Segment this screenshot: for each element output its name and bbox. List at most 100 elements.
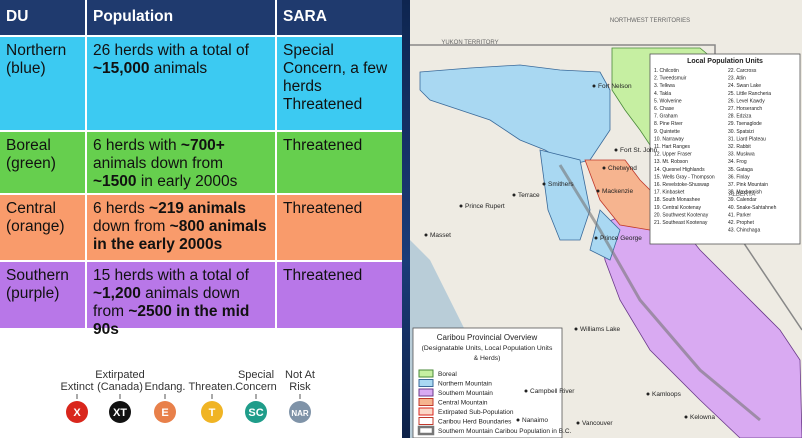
- lpu-item: 9. Quintette: [654, 129, 680, 135]
- lpu-item: 43. Chinchaga: [728, 228, 760, 234]
- legend-swatch: [418, 407, 434, 416]
- du-cell: Southern (purple): [0, 262, 85, 328]
- lpu-item: 7. Graham: [654, 114, 678, 120]
- lpu-item: 30. Spatsizi: [728, 129, 754, 135]
- lpu-item: 3. Telkwa: [654, 83, 675, 89]
- place-dot: [516, 418, 520, 422]
- lpu-item: 39. Calendar: [728, 197, 757, 203]
- lpu-item: 16. Revelstoke-Shuswap: [654, 182, 710, 188]
- population-outline: [558, 164, 761, 422]
- place-dot: [596, 189, 600, 193]
- place-label: Fort Nelson: [598, 83, 632, 90]
- lpu-item: 11. Hart Ranges: [654, 144, 691, 150]
- legend-label: Southern Mountain Caribou Population in …: [438, 428, 572, 435]
- place-dot: [684, 415, 688, 419]
- lpu-box: [649, 53, 801, 245]
- legend-swatch: [418, 369, 434, 378]
- place-label: Prince George: [600, 235, 642, 242]
- lpu-item: 5. Wolverine: [654, 98, 682, 104]
- status-label: Special: [238, 369, 274, 381]
- lpu-item: 40. Snake-Sahtahneh: [728, 205, 777, 211]
- place-label: Prince Rupert: [465, 203, 505, 210]
- status-label: Concern: [235, 381, 277, 393]
- lpu-item: 42. Prophet: [728, 220, 754, 226]
- legend-label: Extirpated Sub-Population: [438, 409, 514, 416]
- place-label: Chetwynd: [608, 165, 637, 172]
- population-text: 6 herds: [93, 200, 150, 217]
- lpu-item: 23. Atlin: [728, 76, 746, 82]
- sara-cell: Threatened: [277, 132, 402, 193]
- population-text: ~219 animals: [149, 200, 246, 217]
- population-cell: 15 herds with a total of ~1,200 animals …: [87, 262, 275, 338]
- status-icon: [66, 401, 88, 423]
- place-label: Smithers: [548, 181, 574, 188]
- status-icon: [201, 401, 223, 423]
- legend-label: Caribou Herd Boundaries: [438, 419, 512, 426]
- place-label: Williams Lake: [580, 326, 620, 333]
- sara-cell: Threatened: [277, 195, 402, 260]
- legend-swatch: [418, 417, 434, 425]
- status-code: SC: [248, 407, 263, 419]
- region-label: YUKON TERRITORY: [441, 40, 498, 46]
- lpu-item: 27. Horseranch: [728, 106, 762, 112]
- legend-label: Boreal: [438, 371, 457, 378]
- population-text: 15 herds with a total of: [93, 267, 249, 284]
- legend-label: Southern Mountain: [438, 390, 493, 397]
- place-dot: [512, 193, 516, 197]
- population-text: animals down from: [93, 155, 224, 172]
- status-code: X: [73, 407, 81, 419]
- population-text: 6 herds with: [93, 137, 181, 154]
- southern-region: [599, 199, 802, 438]
- place-dot: [424, 233, 428, 237]
- lpu-item: 41. Parker: [728, 212, 751, 218]
- map-legend-box: [412, 327, 563, 438]
- status-icon: [109, 401, 131, 423]
- population-text: ~700+: [180, 137, 225, 154]
- population-text: ~2500 in the mid 90s: [93, 303, 250, 338]
- status-label: Extirpated: [95, 369, 145, 381]
- status-icon: [289, 401, 311, 423]
- place-dot: [602, 166, 606, 170]
- status-code: XT: [113, 407, 127, 419]
- northern-region: [539, 149, 591, 241]
- place-label: Kamloops: [652, 391, 682, 398]
- place-dot: [542, 182, 546, 186]
- lpu-item: 8. Pine River: [654, 121, 683, 127]
- du-cell: Northern (blue): [0, 37, 85, 130]
- lpu-item: 12. Upper Fraser: [654, 152, 692, 158]
- lpu-item: 14. Quesnel Highlands: [654, 167, 705, 173]
- legend-swatch: [417, 425, 435, 436]
- lpu-item: 4. Takla: [654, 91, 671, 97]
- lpu-item: 6. Chase: [654, 106, 674, 112]
- lpu-item: 22. Carcross: [728, 68, 757, 74]
- population-text: in early 2000s: [136, 173, 238, 190]
- lpu-item: 36. Finlay: [728, 174, 750, 180]
- place-dot: [459, 204, 463, 208]
- status-code: E: [161, 407, 168, 419]
- population-text: 26 herds with a total of: [93, 42, 249, 59]
- lpu-item: 1. Chilcotin: [654, 68, 679, 74]
- place-label: Terrace: [518, 192, 540, 199]
- status-label: Extinct: [60, 381, 93, 393]
- place-dot: [594, 236, 598, 240]
- status-label: Risk: [289, 381, 311, 393]
- lpu-item: 17. Kinbasket: [654, 190, 685, 196]
- lpu-item: 13. Mt. Robson: [654, 159, 688, 165]
- lpu-item: 19. Central Kootenay: [654, 205, 701, 211]
- place-dot: [646, 392, 650, 396]
- lpu-item: 15. Wells Gray - Thompson: [654, 174, 715, 180]
- lpu-item: 10. Narraway: [654, 136, 684, 142]
- place-dot: [576, 421, 580, 425]
- status-label: Not At: [285, 369, 315, 381]
- population-cell: 6 herds with ~700+ animals down from ~15…: [87, 132, 275, 193]
- place-label: Nanaimo: [522, 417, 548, 424]
- legend-swatch: [418, 398, 434, 406]
- lpu-item: 25. Little Rancheria: [728, 91, 771, 97]
- population-text: animals down from: [93, 285, 240, 320]
- du-cell: Central (orange): [0, 195, 85, 260]
- status-label: (Canada): [97, 381, 143, 393]
- population-cell: 26 herds with a total of ~15,000 animals: [87, 37, 275, 130]
- lpu-title: Local Population Units: [687, 58, 763, 65]
- lpu-item: 37. Pink Mountain: [728, 182, 768, 188]
- population-text: animals: [149, 60, 208, 77]
